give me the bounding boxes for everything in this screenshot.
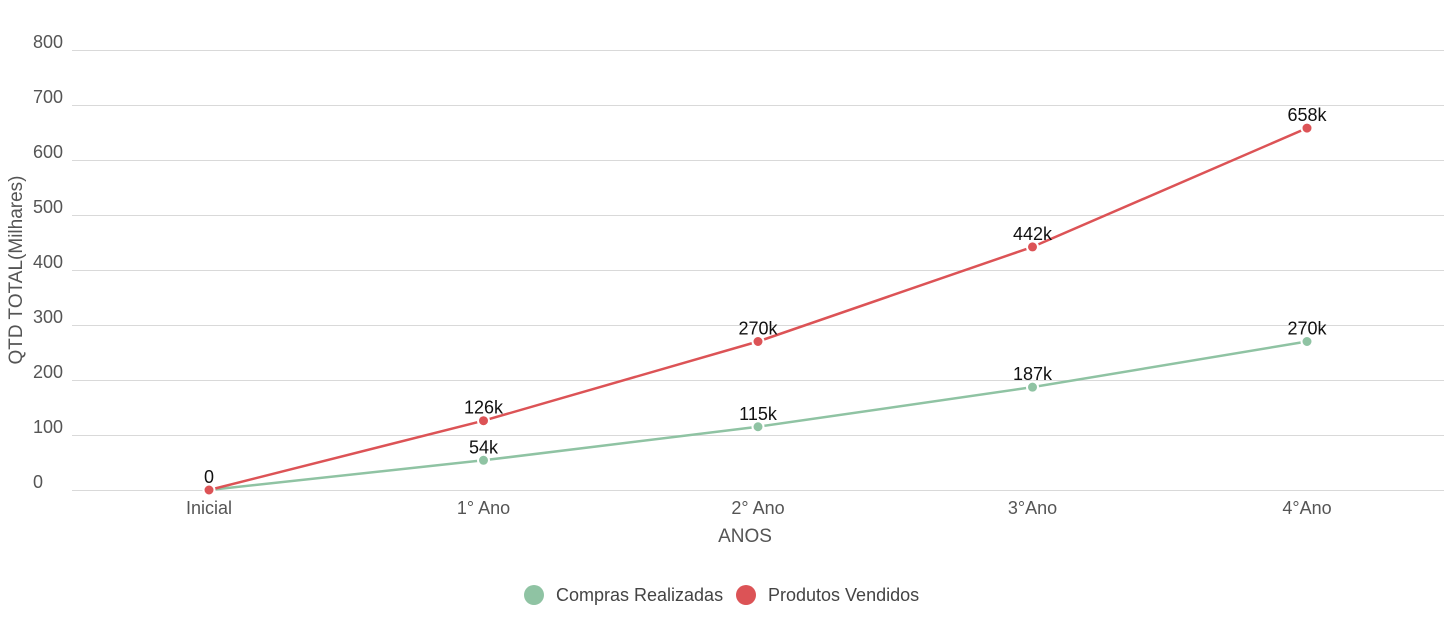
legend-marker [524, 585, 544, 605]
y-tick-label: 800 [33, 32, 63, 52]
data-point[interactable] [751, 335, 765, 348]
x-tick-label: 2° Ano [731, 498, 784, 518]
data-label: 442k [1013, 224, 1053, 244]
x-axis-title: ANOS [718, 526, 772, 547]
data-point[interactable] [1300, 335, 1314, 348]
data-point[interactable] [1026, 240, 1039, 254]
data-label: 187k [1013, 364, 1053, 384]
data-label: 54k [469, 437, 499, 457]
legend-marker [736, 585, 756, 605]
grid-layer [72, 50, 1444, 491]
data-point[interactable] [751, 420, 765, 434]
legend: Compras Realizadas Produtos Vendidos [524, 585, 919, 605]
y-tick-label: 500 [33, 197, 63, 217]
x-tick-label: Inicial [186, 498, 232, 518]
data-label: 115k [739, 404, 778, 424]
y-tick-label: 0 [33, 472, 43, 492]
data-label: 270k [1287, 319, 1327, 339]
y-tick-label: 200 [33, 362, 63, 382]
x-axis-ticks: Inicial 1° Ano 2° Ano 3°Ano 4°Ano [186, 498, 1332, 518]
legend-label: Compras Realizadas [556, 585, 723, 605]
data-label: 126k [464, 398, 504, 418]
y-tick-label: 700 [33, 87, 63, 107]
data-label: 658k [1287, 105, 1327, 125]
x-tick-label: 1° Ano [457, 498, 510, 518]
legend-item[interactable]: Compras Realizadas [524, 585, 723, 605]
y-tick-label: 600 [33, 142, 63, 162]
data-label: 270k [738, 319, 778, 339]
data-label: 0 [204, 467, 214, 487]
y-tick-label: 100 [33, 417, 63, 437]
data-point[interactable] [202, 483, 216, 497]
data-point[interactable] [1026, 380, 1039, 394]
y-axis-title: QTD TOTAL(Milhares) [6, 176, 27, 365]
legend-item[interactable]: Produtos Vendidos [736, 585, 919, 605]
y-tick-label: 400 [33, 252, 63, 272]
data-point[interactable] [1300, 121, 1314, 135]
y-axis-ticks: 0 100 200 300 400 500 600 700 800 [33, 32, 63, 492]
series-1 [202, 121, 1314, 497]
data-point[interactable] [477, 414, 490, 428]
data-point[interactable] [477, 453, 490, 467]
series-layer [202, 121, 1314, 497]
legend-label: Produtos Vendidos [768, 585, 919, 605]
x-tick-label: 3°Ano [1008, 498, 1057, 518]
y-tick-label: 300 [33, 307, 63, 327]
x-tick-label: 4°Ano [1282, 498, 1331, 518]
data-labels: 54k 115k 187k 270k 0 126k 270k 442k 658k [204, 105, 1328, 487]
